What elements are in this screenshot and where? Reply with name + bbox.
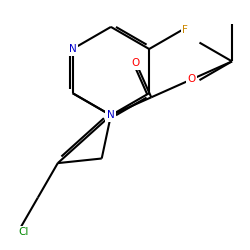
Text: F: F [182,25,188,35]
Text: O: O [188,74,196,84]
Text: O: O [132,58,140,68]
Text: Cl: Cl [18,227,28,237]
Text: N: N [69,44,76,54]
Text: N: N [107,110,115,120]
